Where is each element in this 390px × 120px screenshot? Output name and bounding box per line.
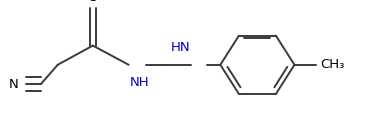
- Text: CH₃: CH₃: [321, 58, 345, 71]
- Text: NH: NH: [129, 76, 149, 89]
- Text: O: O: [88, 0, 98, 4]
- Text: HN: HN: [171, 41, 190, 54]
- Text: N: N: [9, 78, 18, 90]
